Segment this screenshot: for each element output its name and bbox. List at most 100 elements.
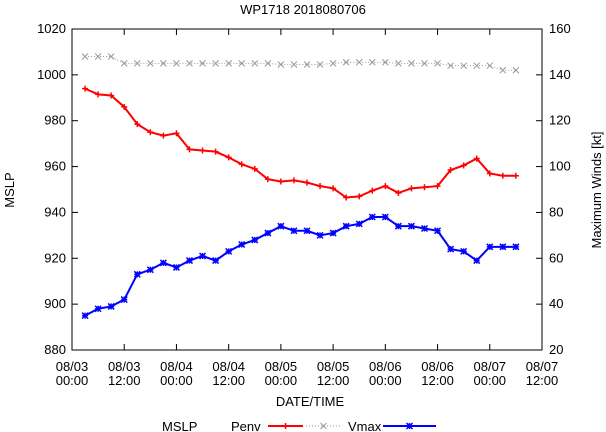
data-point: [421, 60, 428, 67]
data-point: [107, 53, 115, 60]
data-point: [121, 103, 128, 110]
y2-tick-label: 140: [549, 67, 571, 82]
data-point: [407, 222, 415, 230]
data-point: [120, 60, 128, 67]
data-point: [499, 66, 507, 74]
data-point: [421, 184, 428, 191]
y-tick-label: 940: [44, 204, 66, 219]
x-tick-label-date: 08/05: [317, 359, 350, 374]
series-line: [84, 216, 516, 317]
data-point: [146, 266, 154, 274]
data-point: [212, 257, 220, 265]
data-point: [160, 60, 167, 67]
y2-tick-label: 60: [549, 250, 563, 265]
data-point: [264, 176, 271, 183]
x-tick-label-date: 08/03: [56, 359, 89, 374]
data-point: [512, 172, 519, 179]
data-point: [304, 179, 310, 186]
data-point: [316, 61, 324, 68]
data-point: [460, 62, 468, 70]
data-point: [199, 60, 206, 67]
data-point: [81, 312, 89, 320]
data-point: [317, 183, 324, 190]
data-point: [264, 60, 272, 67]
data-point: [81, 53, 89, 60]
data-point: [408, 60, 415, 67]
y-tick-label: 1000: [37, 67, 66, 82]
data-point: [394, 222, 402, 230]
x-tick-label-time: 00:00: [160, 373, 193, 388]
y-tick-label: 920: [44, 250, 66, 265]
x-tick-label-time: 12:00: [317, 373, 350, 388]
data-point: [95, 91, 102, 98]
x-tick-label-time: 00:00: [265, 373, 298, 388]
x-tick-label-date: 08/05: [265, 359, 298, 374]
data-point: [447, 245, 455, 253]
series-layer: [81, 53, 520, 320]
data-point: [108, 92, 115, 99]
x-tick-label-date: 08/06: [369, 359, 402, 374]
data-point: [303, 227, 311, 235]
data-point: [290, 227, 298, 235]
data-point: [133, 270, 141, 278]
x-tick-label-time: 12:00: [108, 373, 141, 388]
data-point: [277, 222, 285, 230]
data-point: [381, 58, 389, 66]
data-point: [277, 61, 285, 68]
x-axis-label: DATE/TIME: [276, 394, 345, 409]
data-point: [290, 177, 297, 184]
data-point: [199, 252, 207, 260]
data-point: [94, 53, 102, 60]
data-point: [420, 224, 429, 233]
data-point: [199, 147, 206, 154]
x-tick-label-time: 12:00: [526, 373, 559, 388]
data-point: [225, 60, 233, 67]
data-point: [251, 236, 259, 244]
series-penv: [82, 85, 519, 201]
data-point: [82, 85, 89, 92]
data-point: [473, 62, 481, 70]
data-point: [303, 61, 311, 68]
data-point: [159, 259, 167, 267]
data-point: [147, 129, 154, 136]
data-point: [395, 60, 402, 67]
data-point: [460, 247, 468, 255]
legend-label: Penv: [231, 419, 261, 432]
data-point: [185, 257, 194, 265]
data-point: [134, 121, 141, 128]
x-tick-label-date: 08/04: [160, 359, 193, 374]
data-point: [160, 132, 167, 139]
x-tick-label-date: 08/07: [474, 359, 507, 374]
data-point: [486, 170, 493, 177]
data-point: [486, 62, 494, 70]
data-point: [212, 60, 219, 67]
data-point: [225, 247, 233, 255]
data-point: [329, 229, 337, 237]
x-tick-label-date: 08/07: [526, 359, 559, 374]
data-point: [264, 229, 272, 237]
data-point: [381, 213, 389, 221]
series-reference: [81, 53, 520, 74]
data-point: [238, 60, 246, 67]
data-point: [512, 243, 520, 251]
legend-marker: [320, 422, 327, 430]
y-tick-label: 960: [44, 159, 66, 174]
y2-tick-label: 120: [549, 113, 571, 128]
data-point: [277, 178, 284, 185]
data-point: [486, 243, 494, 251]
data-point: [172, 263, 180, 271]
series-line: [84, 87, 516, 199]
y-axis-label: MSLP: [2, 172, 17, 207]
data-point: [94, 305, 102, 313]
data-point: [447, 62, 454, 70]
data-point: [133, 60, 141, 67]
data-point: [251, 60, 259, 67]
data-point: [499, 243, 507, 251]
data-point: [512, 66, 520, 74]
data-point: [238, 161, 245, 168]
data-point: [173, 60, 180, 67]
data-point: [251, 165, 258, 172]
x-tick-label-time: 12:00: [212, 373, 245, 388]
data-point: [173, 130, 180, 137]
data-point: [499, 172, 506, 179]
